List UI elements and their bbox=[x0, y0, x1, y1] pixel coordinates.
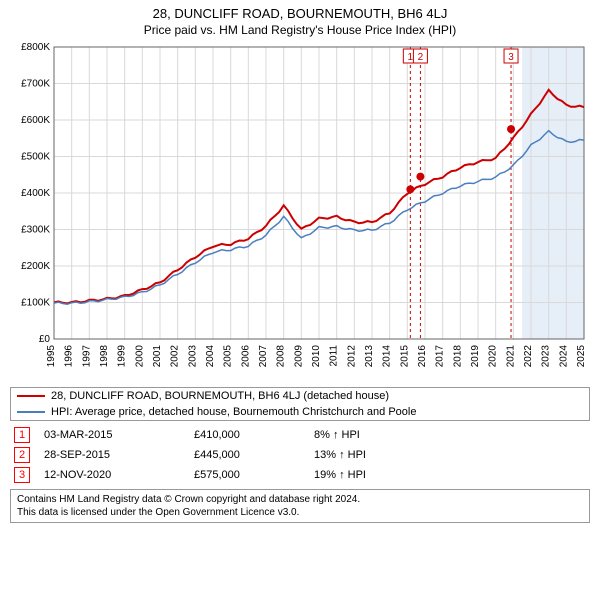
svg-text:2005: 2005 bbox=[223, 345, 234, 368]
txn-price: £575,000 bbox=[190, 465, 310, 485]
svg-text:£500K: £500K bbox=[21, 152, 50, 163]
svg-text:2003: 2003 bbox=[187, 345, 198, 368]
svg-text:2025: 2025 bbox=[576, 345, 587, 368]
svg-text:2020: 2020 bbox=[488, 345, 499, 368]
svg-text:2011: 2011 bbox=[329, 345, 340, 367]
svg-text:2008: 2008 bbox=[276, 345, 287, 368]
txn-delta: 13% ↑ HPI bbox=[310, 445, 590, 465]
svg-text:£200K: £200K bbox=[21, 261, 50, 272]
legend-label-hpi: HPI: Average price, detached house, Bour… bbox=[51, 406, 416, 418]
txn-date: 12-NOV-2020 bbox=[40, 465, 190, 485]
svg-text:1998: 1998 bbox=[99, 345, 110, 368]
svg-text:1999: 1999 bbox=[117, 345, 128, 368]
copyright-line2: This data is licensed under the Open Gov… bbox=[17, 506, 583, 519]
txn-badge: 3 bbox=[14, 467, 30, 483]
svg-text:2022: 2022 bbox=[523, 345, 534, 368]
svg-text:2021: 2021 bbox=[505, 345, 516, 368]
table-row: 3 12-NOV-2020£575,00019% ↑ HPI bbox=[10, 465, 590, 485]
svg-text:£0: £0 bbox=[39, 334, 51, 345]
svg-text:2015: 2015 bbox=[399, 345, 410, 368]
txn-price: £445,000 bbox=[190, 445, 310, 465]
chart-svg: £0 £100K £200K £300K £400K £500K £600K £700K £80… bbox=[10, 41, 590, 381]
svg-text:2010: 2010 bbox=[311, 345, 322, 368]
svg-text:2013: 2013 bbox=[364, 345, 375, 368]
txn-price: £410,000 bbox=[190, 425, 310, 445]
txn-delta: 19% ↑ HPI bbox=[310, 465, 590, 485]
svg-text:2002: 2002 bbox=[170, 345, 181, 368]
svg-text:2: 2 bbox=[418, 52, 424, 63]
svg-text:2016: 2016 bbox=[417, 345, 428, 368]
legend: 28, DUNCLIFF ROAD, BOURNEMOUTH, BH6 4LJ … bbox=[10, 387, 590, 421]
svg-text:2004: 2004 bbox=[205, 345, 216, 368]
legend-label-price: 28, DUNCLIFF ROAD, BOURNEMOUTH, BH6 4LJ … bbox=[51, 390, 389, 402]
svg-text:£800K: £800K bbox=[21, 42, 50, 53]
svg-text:£400K: £400K bbox=[21, 188, 50, 199]
svg-text:1996: 1996 bbox=[64, 345, 75, 368]
table-row: 1 03-MAR-2015£410,0008% ↑ HPI bbox=[10, 425, 590, 445]
txn-date: 28-SEP-2015 bbox=[40, 445, 190, 465]
svg-text:2014: 2014 bbox=[382, 345, 393, 368]
legend-swatch-price bbox=[17, 395, 45, 397]
svg-text:£300K: £300K bbox=[21, 225, 50, 236]
txn-delta: 8% ↑ HPI bbox=[310, 425, 590, 445]
copyright: Contains HM Land Registry data © Crown c… bbox=[10, 489, 590, 523]
transactions-table: 1 03-MAR-2015£410,0008% ↑ HPI 2 28-SEP-2015… bbox=[10, 425, 590, 485]
svg-text:£600K: £600K bbox=[21, 115, 50, 126]
svg-text:2001: 2001 bbox=[152, 345, 163, 368]
svg-text:1995: 1995 bbox=[46, 345, 57, 368]
txn-badge: 1 bbox=[14, 427, 30, 443]
svg-text:2024: 2024 bbox=[558, 345, 569, 368]
svg-text:£700K: £700K bbox=[21, 79, 50, 90]
svg-text:2012: 2012 bbox=[346, 345, 357, 368]
legend-swatch-hpi bbox=[17, 411, 45, 413]
svg-text:2019: 2019 bbox=[470, 345, 481, 368]
table-row: 2 28-SEP-2015£445,00013% ↑ HPI bbox=[10, 445, 590, 465]
legend-row-price: 28, DUNCLIFF ROAD, BOURNEMOUTH, BH6 4LJ … bbox=[11, 388, 589, 404]
svg-text:2017: 2017 bbox=[435, 345, 446, 368]
page-title: 28, DUNCLIFF ROAD, BOURNEMOUTH, BH6 4LJ bbox=[10, 6, 590, 21]
page-subtitle: Price paid vs. HM Land Registry's House … bbox=[10, 23, 590, 37]
svg-text:£100K: £100K bbox=[21, 298, 50, 309]
svg-text:2023: 2023 bbox=[541, 345, 552, 368]
legend-row-hpi: HPI: Average price, detached house, Bour… bbox=[11, 404, 589, 420]
txn-date: 03-MAR-2015 bbox=[40, 425, 190, 445]
svg-text:2000: 2000 bbox=[134, 345, 145, 368]
svg-text:2018: 2018 bbox=[452, 345, 463, 368]
txn-badge: 2 bbox=[14, 447, 30, 463]
svg-text:1: 1 bbox=[408, 52, 414, 63]
chart: £0 £100K £200K £300K £400K £500K £600K £700K £80… bbox=[10, 41, 590, 381]
svg-text:1997: 1997 bbox=[81, 345, 92, 368]
svg-text:2007: 2007 bbox=[258, 345, 269, 368]
svg-text:2009: 2009 bbox=[293, 345, 304, 368]
copyright-line1: Contains HM Land Registry data © Crown c… bbox=[17, 493, 583, 506]
svg-text:2006: 2006 bbox=[240, 345, 251, 368]
svg-text:3: 3 bbox=[508, 52, 514, 63]
